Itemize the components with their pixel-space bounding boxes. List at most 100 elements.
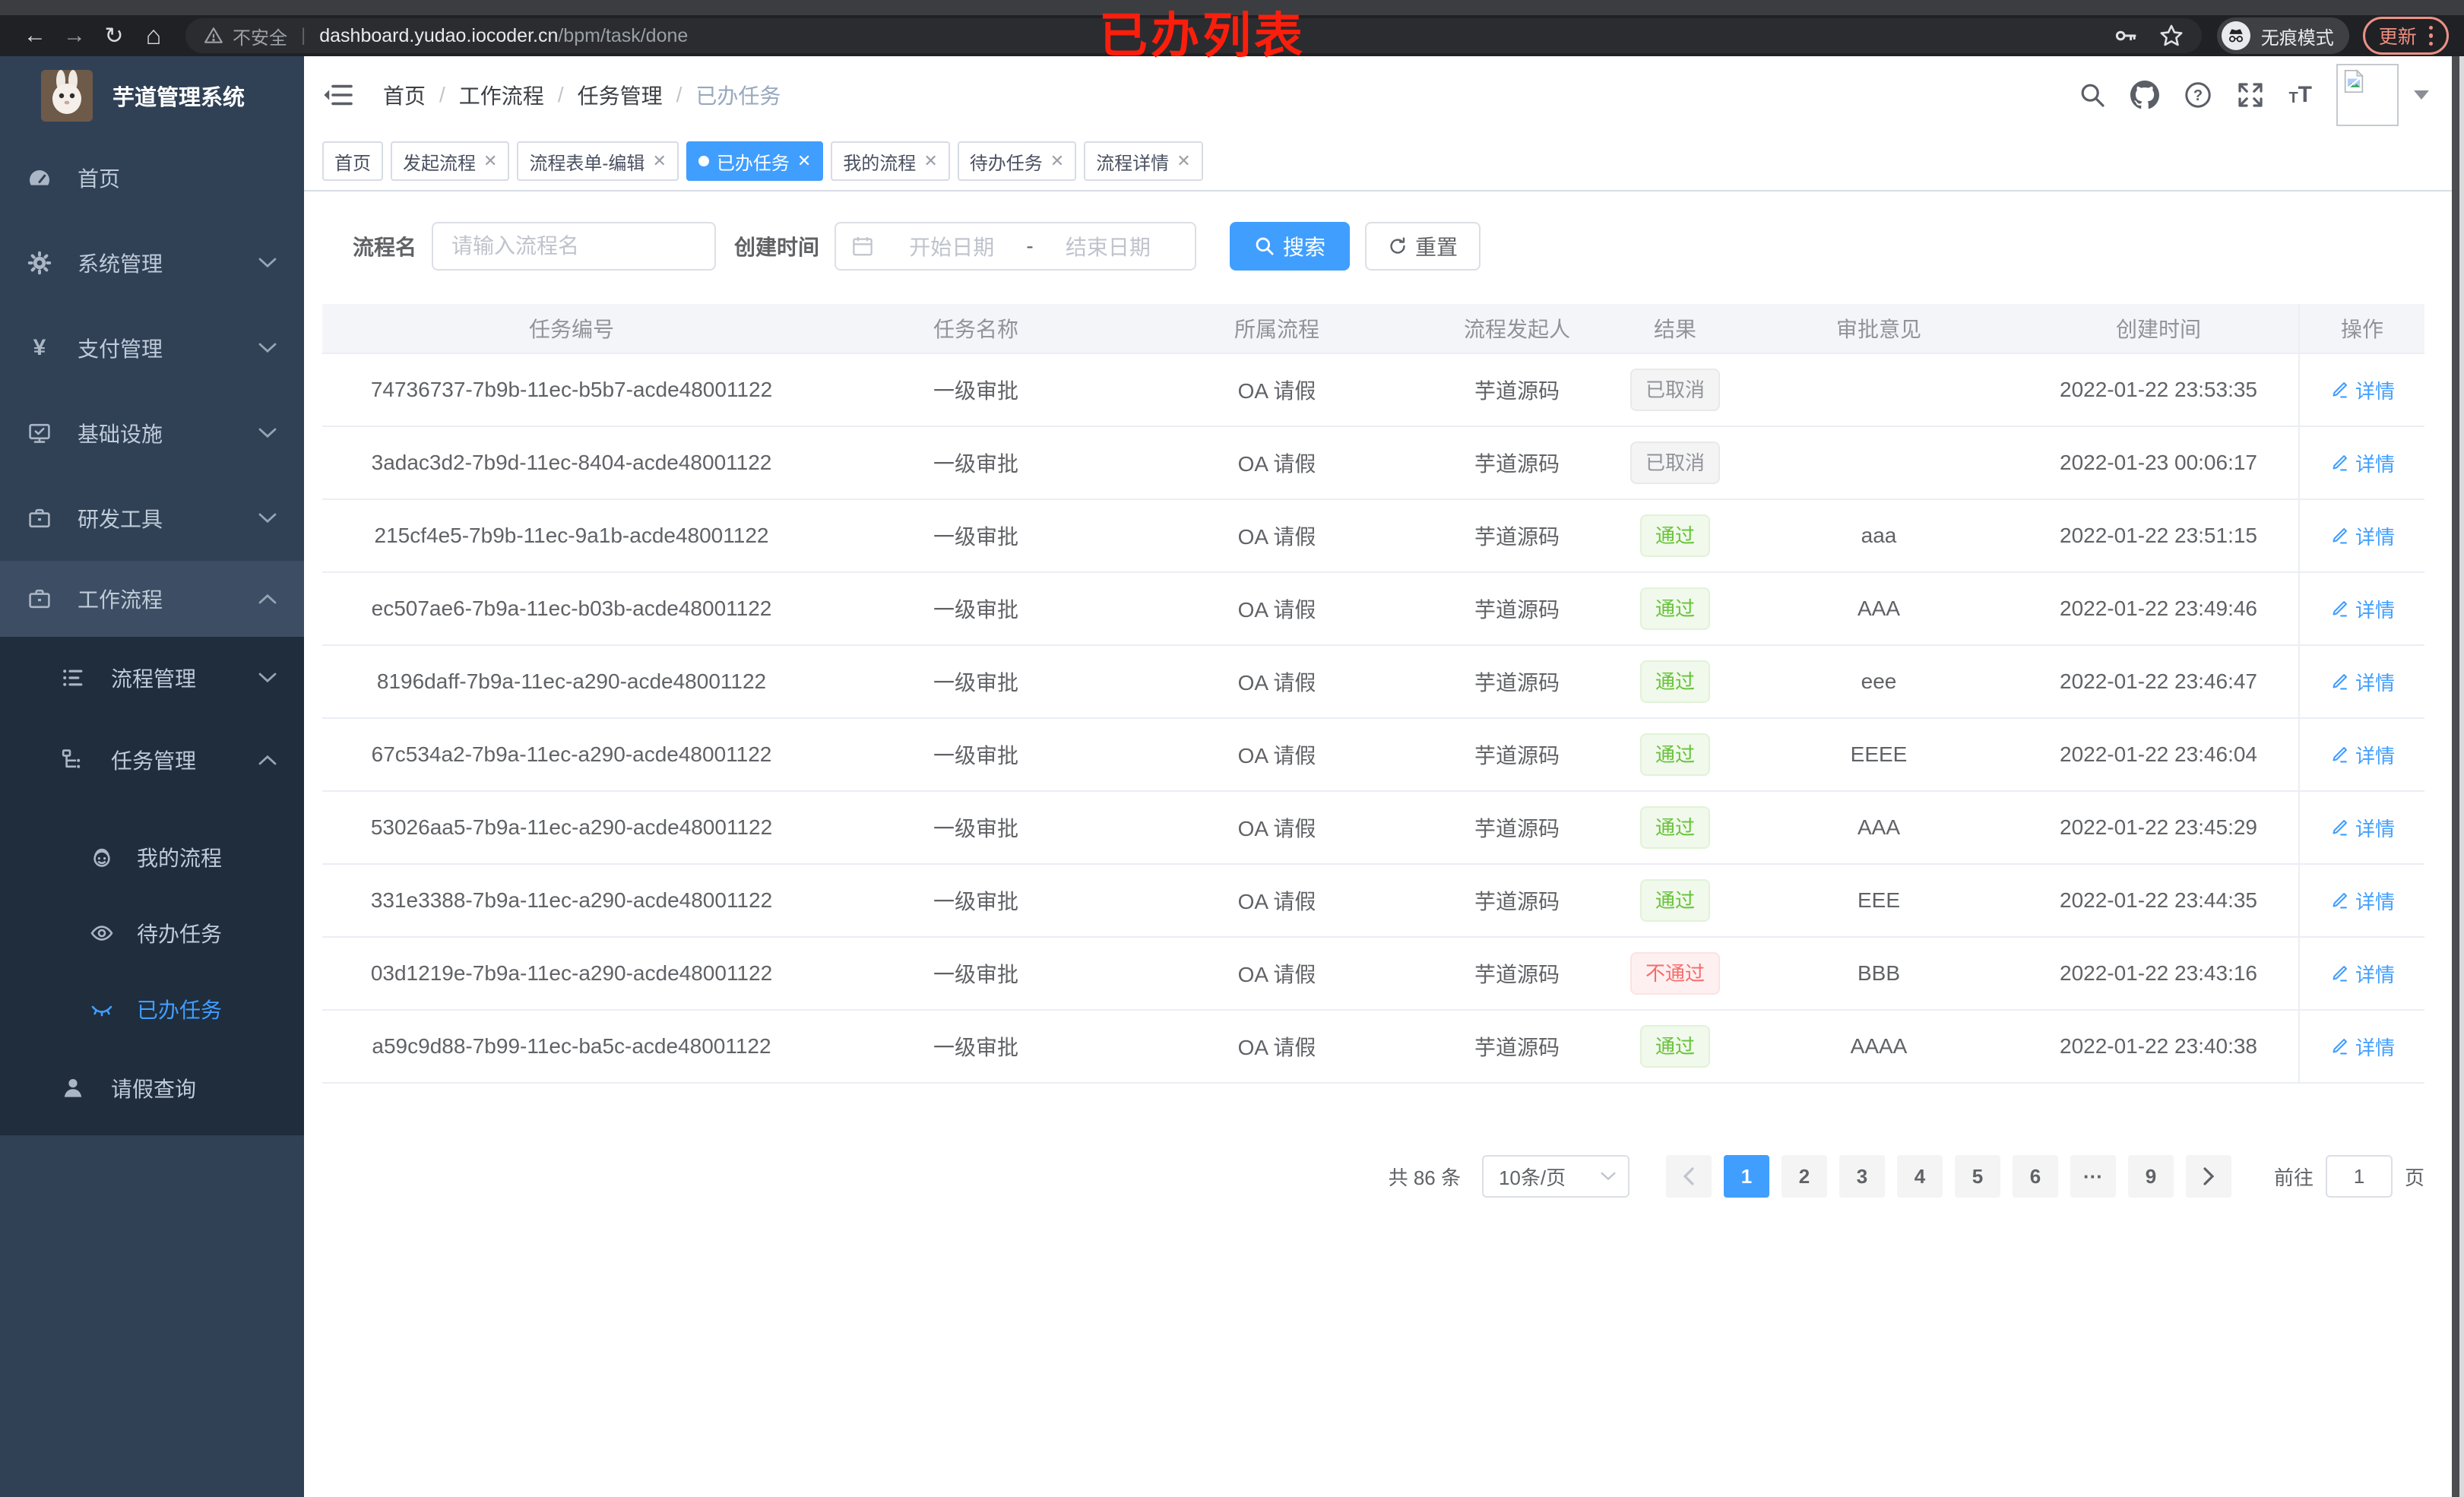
breadcrumb-workflow[interactable]: 工作流程 [458,84,544,108]
reset-button[interactable]: 重置 [1365,222,1481,271]
status-badge: 通过 [1639,587,1710,630]
page-button-4[interactable]: 4 [1896,1155,1943,1198]
close-icon[interactable]: ✕ [1177,151,1191,170]
col-header-task-name: 任务名称 [933,318,1018,341]
prev-page-button[interactable] [1665,1155,1712,1198]
sidebar-item-workflow[interactable]: 工作流程 [0,561,304,637]
person-icon [61,1076,85,1100]
breadcrumb-home[interactable]: 首页 [383,84,426,108]
password-key-icon[interactable] [2114,24,2138,48]
create-time-label: 创建时间 [734,236,820,259]
page-button-5[interactable]: 5 [1954,1155,2000,1198]
browser-home-button[interactable]: ⌂ [145,21,162,50]
table-row: 8196daff-7b9a-11ec-a290-acde48001122 一级审… [322,646,2424,719]
tab-start-process[interactable]: 发起流程 ✕ [391,141,510,181]
detail-link[interactable]: 详情 [2329,814,2395,842]
sidebar-item-todo-tasks[interactable]: 待办任务 [0,895,304,971]
detail-link[interactable]: 详情 [2329,595,2395,623]
status-badge: 通过 [1639,733,1710,776]
bookmark-star-icon[interactable] [2159,24,2184,48]
breadcrumb-task-mgmt[interactable]: 任务管理 [577,84,663,108]
sidebar-item-my-process[interactable]: 我的流程 [0,819,304,895]
fullscreen-icon[interactable] [2237,81,2264,109]
page-unit-label: 页 [2404,1166,2424,1189]
tab-form-edit[interactable]: 流程表单-编辑 ✕ [517,141,679,181]
chevron-down-icon [258,343,277,353]
search-icon[interactable] [2079,81,2106,109]
table-row: 74736737-7b9b-11ec-b5b7-acde48001122 一级审… [322,354,2424,427]
sidebar-item-label: 首页 [78,167,121,191]
status-badge: 通过 [1639,806,1710,849]
detail-link[interactable]: 详情 [2329,376,2395,404]
incognito-label: 无痕模式 [2260,27,2334,49]
range-separator: - [1026,234,1034,258]
browser-back-button[interactable]: ← [24,23,46,48]
page-button-3[interactable]: 3 [1838,1155,1885,1198]
close-icon[interactable]: ✕ [923,151,938,170]
sidebar-item-devtools[interactable]: 研发工具 [0,476,304,561]
app-logo[interactable]: 芋道管理系统 [0,56,304,135]
tab-my-process[interactable]: 我的流程 ✕ [831,141,950,181]
detail-link[interactable]: 详情 [2329,1033,2395,1061]
date-range-picker[interactable]: 开始日期 - 结束日期 [835,222,1197,271]
page-button-2[interactable]: 2 [1781,1155,1827,1198]
table-row: 331e3388-7b9a-11ec-a290-acde48001122 一级审… [322,865,2424,938]
avatar[interactable] [2336,64,2399,126]
detail-link[interactable]: 详情 [2329,668,2395,696]
process-name-input[interactable] [432,222,717,271]
close-icon[interactable]: ✕ [483,151,498,170]
sidebar-item-payment[interactable]: ¥ 支付管理 [0,305,304,391]
sidebar-item-done-tasks[interactable]: 已办任务 [0,971,304,1047]
search-form: 流程名 创建时间 开始日期 - 结束日期 搜索 [353,222,2464,271]
close-icon[interactable]: ✕ [797,151,812,170]
sidebar-item-process-mgmt[interactable]: 流程管理 [0,637,304,719]
sidebar-collapse-icon[interactable] [322,82,353,108]
sidebar-item-leave-query[interactable]: 请假查询 [0,1047,304,1129]
page-button-1[interactable]: 1 [1723,1155,1769,1198]
page-size-select[interactable]: 10条/页 [1481,1155,1629,1198]
sidebar-item-system[interactable]: 系统管理 [0,220,304,305]
next-page-button[interactable] [2185,1155,2231,1198]
page-content: 流程名 创建时间 开始日期 - 结束日期 搜索 [304,191,2464,1198]
page-ellipsis[interactable]: ··· [2070,1155,2116,1198]
pagination-total: 共 86 条 [1388,1166,1461,1189]
sidebar-item-home[interactable]: 首页 [0,135,304,220]
page-url: dashboard.yudao.iocoder.cn/bpm/task/done [319,25,688,47]
sidebar-item-task-mgmt[interactable]: 任务管理 [0,719,304,801]
browser-chrome: ← → ↻ ⌂ 不安全 | dashboard.yudao.iocoder.cn… [0,0,2464,63]
avatar-caret-icon[interactable] [2414,90,2429,100]
close-icon[interactable]: ✕ [652,151,667,170]
top-navbar: 首页 / 工作流程 / 任务管理 / 已办任务 ? [304,56,2464,134]
detail-link[interactable]: 详情 [2329,887,2395,915]
tab-done-tasks[interactable]: 已办任务 ✕ [686,141,824,181]
detail-link[interactable]: 详情 [2329,960,2395,988]
github-icon[interactable] [2130,81,2160,109]
address-bar[interactable]: 不安全 | dashboard.yudao.iocoder.cn/bpm/tas… [185,18,2202,53]
sidebar-item-label: 流程管理 [111,667,197,691]
goto-page-input[interactable] [2325,1155,2393,1198]
search-button[interactable]: 搜索 [1230,222,1351,271]
page-button-6[interactable]: 6 [2012,1155,2058,1198]
sidebar-item-infra[interactable]: 基础设施 [0,391,304,476]
tab-home[interactable]: 首页 [322,141,383,181]
end-date-placeholder: 结束日期 [1065,236,1151,259]
browser-update-button[interactable]: 更新 [2362,17,2449,55]
chevron-down-icon [1601,1172,1616,1181]
help-icon[interactable]: ? [2184,81,2212,109]
detail-link[interactable]: 详情 [2329,522,2395,550]
detail-link[interactable]: 详情 [2329,741,2395,769]
tab-todo-tasks[interactable]: 待办任务 ✕ [957,141,1077,181]
update-label: 更新 [2378,27,2417,48]
browser-forward-button[interactable]: → [63,23,86,48]
detail-link[interactable]: 详情 [2329,449,2395,477]
status-badge: 通过 [1639,879,1710,922]
status-badge: 不通过 [1629,952,1720,995]
browser-menu-icon[interactable] [2428,26,2433,46]
tab-process-detail[interactable]: 流程详情 ✕ [1084,141,1203,181]
close-icon[interactable]: ✕ [1050,151,1065,170]
scrollbar[interactable] [2452,56,2464,1497]
gear-icon [27,251,52,275]
browser-reload-button[interactable]: ↻ [104,23,124,49]
page-button-9[interactable]: 9 [2127,1155,2174,1198]
